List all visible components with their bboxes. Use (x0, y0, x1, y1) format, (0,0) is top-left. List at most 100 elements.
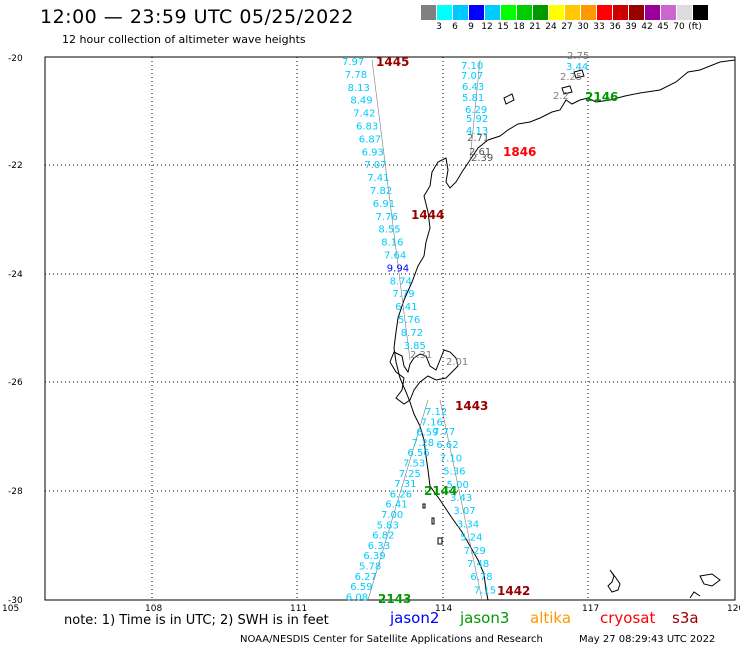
swh-value: 5.83 (377, 520, 399, 531)
swh-value: 7.82 (370, 186, 392, 197)
color-scale-label: 33 (593, 22, 605, 32)
swh-value: 6.93 (362, 147, 384, 158)
color-scale-label: 70 (673, 22, 685, 32)
color-scale-label: 6 (452, 22, 458, 32)
swh-value: 2.25 (560, 72, 582, 83)
swh-value: 6.59 (350, 582, 372, 593)
swh-value: 7.10 (440, 453, 462, 464)
swh-value: 7.31 (394, 479, 416, 490)
lat-label: -26 (8, 378, 23, 388)
swh-value: 8.55 (378, 225, 400, 236)
swh-value: 8.49 (350, 96, 372, 107)
swh-value: 6.29 (465, 105, 487, 116)
swh-value: 6.41 (385, 500, 407, 511)
swh-value: 7.00 (381, 510, 403, 521)
lat-label: -22 (8, 161, 23, 171)
lat-label: -30 (8, 596, 23, 606)
swh-value: 2.75 (567, 51, 589, 62)
color-scale-label: 12 (481, 22, 493, 32)
swh-value: 2.2 (553, 91, 569, 102)
swh-value: 6.91 (373, 199, 395, 210)
color-swatch (469, 5, 485, 20)
graticule (45, 57, 735, 600)
swh-value: 4.13 (466, 126, 488, 137)
swh-value: 8.72 (401, 328, 423, 339)
swh-gray-values: 2.753.442.25 2.2 2.31 2.01 (410, 51, 589, 368)
lon-label: 111 (290, 604, 307, 614)
longitude-labels: 105 108 111 114 117 120 (2, 604, 740, 614)
swh-value: 7.77 (433, 427, 455, 438)
swh-value: 9.94 (387, 263, 409, 274)
swh-value: 5.81 (462, 93, 484, 104)
swh-value: 7.53 (403, 459, 425, 470)
swh-value: 7.29 (464, 546, 486, 557)
color-scale-label: 36 (609, 22, 621, 32)
swh-value: 7.16 (421, 417, 443, 428)
swh-value: 5.78 (359, 562, 381, 573)
color-scale-label: 42 (641, 22, 653, 32)
swh-value: 6.27 (355, 572, 377, 583)
swh-value: 6.41 (395, 302, 417, 313)
swh-value: 2.31 (410, 350, 432, 361)
swh-track-west: 7.97 7.78 8.13 8.49 7.42 6.836.87 6.93 7.07 7.41… (342, 57, 426, 352)
credit-text: NOAA/NESDIS Center for Satellite Applica… (240, 634, 543, 645)
swh-value: 6.87 (359, 134, 381, 145)
swh-value: 6.82 (372, 531, 394, 542)
track-lines (367, 59, 483, 601)
swh-value: 8.13 (348, 83, 370, 94)
swh-value: 7.07 (364, 160, 386, 171)
color-swatch (437, 5, 453, 20)
swh-value: 7.76 (376, 212, 398, 223)
swh-value: 7.48 (467, 559, 489, 570)
pass-time-label: 2144 (424, 484, 457, 498)
color-scale-label: (ft) (688, 22, 702, 32)
color-swatch (533, 5, 549, 20)
swh-value: 7.64 (384, 251, 406, 262)
lon-label: 108 (145, 604, 162, 614)
lon-label: 105 (2, 604, 19, 614)
pass-time-label: 1443 (455, 399, 488, 413)
lon-label: 114 (435, 604, 452, 614)
pass-time-label: 1442 (497, 584, 530, 598)
color-swatch (693, 5, 709, 20)
swh-value: 6.43 (462, 82, 484, 93)
color-swatch (645, 5, 661, 20)
legend-item-s3a: s3a (672, 609, 699, 627)
swh-value: 2.61 (469, 147, 491, 158)
generated-timestamp: May 27 08:29:43 UTC 2022 (579, 634, 716, 645)
swh-track-south-a: 7.127.166.597.286.567.537.257.316.266.41… (346, 407, 447, 603)
lat-label: -24 (8, 270, 23, 280)
swh-value: 7.42 (353, 109, 375, 120)
swh-value: 5.00 (447, 480, 469, 491)
swh-value: 7.28 (412, 438, 434, 449)
swh-value: 6.56 (407, 448, 429, 459)
color-scale-label: 30 (577, 22, 589, 32)
color-swatch (629, 5, 645, 20)
color-swatch (549, 5, 565, 20)
swh-value: 7.15 (474, 585, 496, 596)
map-frame (44, 56, 736, 601)
swh-value: 8.16 (381, 238, 403, 249)
swh-value: 6.33 (368, 541, 390, 552)
map-title: 12:00 — 23:59 UTC 05/25/2022 (40, 6, 354, 28)
swh-value: 6.26 (390, 489, 412, 500)
latitude-labels: -20 -22 -24 -26 -28 -30 (8, 54, 23, 606)
color-scale-label: 21 (529, 22, 541, 32)
note-text: note: 1) Time is in UTC; 2) SWH is in fe… (64, 613, 329, 628)
pass-time-labels: 1445 2146 1846 1444 1443 2144 2143 1442 (376, 55, 618, 606)
swh-value: 6.62 (436, 440, 458, 451)
pass-time-label: 2143 (378, 592, 411, 606)
legend-item-cryosat: cryosat (600, 609, 656, 627)
swh-value: 3.43 (450, 493, 472, 504)
swh-value: 7.97 (342, 57, 364, 68)
color-scale-label: 9 (468, 22, 474, 32)
swh-value: 7.79 (392, 289, 414, 300)
pass-time-label: 1444 (411, 208, 444, 222)
swh-value: 2.39 (471, 153, 493, 164)
color-swatch (453, 5, 469, 20)
swh-value: 6.78 (470, 572, 492, 583)
swh-value: 6.08 (346, 592, 368, 603)
swh-value: 3.44 (566, 62, 588, 73)
swh-value: 6.83 (356, 122, 378, 133)
swh-track-south-b: 7.77 6.62 7.10 5.36 5.00 3.43 3.07 3.34 5.24 7.29… (433, 427, 496, 596)
